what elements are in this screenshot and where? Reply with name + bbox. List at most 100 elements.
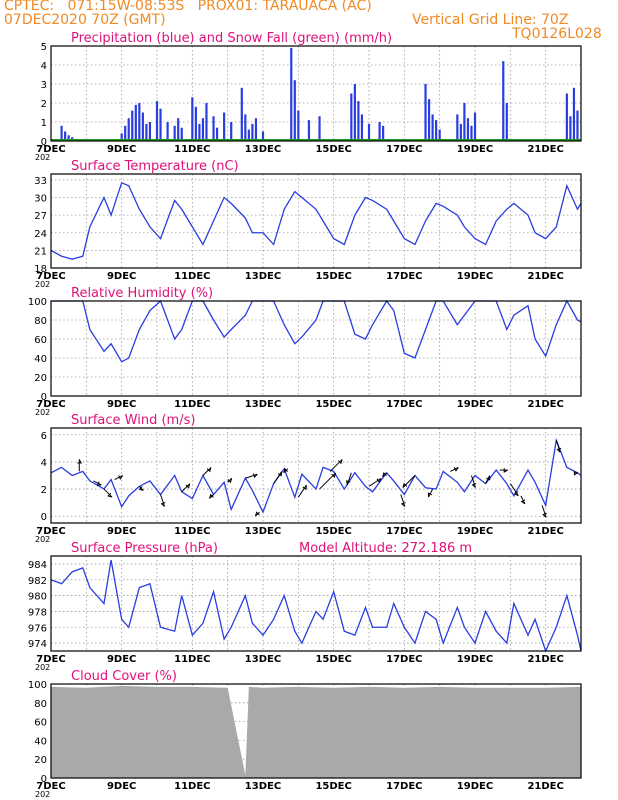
wind-xtick-label: 13DEC — [245, 526, 281, 537]
wind-arrow — [346, 472, 352, 485]
precip-bar — [382, 125, 385, 141]
cloud-ytick-label: 100 — [28, 680, 47, 691]
pressure-xtick-label: 21DEC — [527, 654, 563, 665]
wind-arrow-head — [107, 492, 113, 498]
precip-bar — [307, 120, 311, 141]
wind-arrow-head — [331, 472, 337, 478]
temperature-xtick-label: 17DEC — [386, 271, 422, 282]
wind-arrow-head — [400, 502, 406, 507]
wind-arrow-head — [486, 475, 491, 481]
precip-bar — [435, 120, 438, 141]
wind-arrow — [114, 475, 123, 481]
precip-bar — [198, 123, 201, 141]
pressure-xtick-label: 17DEC — [386, 654, 422, 665]
wind-arrow-head — [118, 475, 124, 480]
precip-bar — [138, 103, 141, 141]
temperature-year-label: 202 — [35, 280, 50, 289]
pressure-xtick-label: 7DEC — [36, 654, 65, 665]
cloud-xtick-label: 9DEC — [107, 781, 136, 792]
wind-arrow-head — [302, 485, 307, 491]
wind-arrow — [181, 483, 191, 493]
wind-ytick-label: 2 — [41, 485, 47, 496]
wind-arrow — [428, 488, 434, 498]
cloud-xtick-label: 19DEC — [457, 781, 493, 792]
wind-arrow-head — [185, 483, 191, 489]
wind-arrow — [297, 484, 307, 498]
header-line1: CPTEC: 071:15W-08:53S PROX01: TARAUACA (… — [4, 0, 372, 14]
pressure-subtitle: Model Altitude: 272.186 m — [299, 541, 472, 556]
wind-arrow — [93, 480, 102, 486]
pressure-ytick-label: 974 — [28, 639, 47, 650]
precip-bar — [378, 122, 381, 141]
humidity-xtick-label: 7DEC — [36, 399, 65, 410]
precip-bar — [244, 114, 247, 141]
pressure-xtick-label: 15DEC — [315, 654, 351, 665]
precip-bar — [350, 93, 353, 141]
wind-arrow — [273, 471, 283, 484]
precip-bar — [456, 114, 459, 141]
wind-arrow — [470, 475, 476, 488]
precip-bar — [463, 103, 466, 141]
header-line2-left: 07DEC2020 70Z (GMT) — [4, 12, 166, 28]
wind-arrow-head — [252, 473, 258, 479]
precip-ytick-label: 3 — [41, 80, 47, 91]
precip-bar — [431, 114, 434, 141]
precip-ytick-label: 4 — [41, 61, 47, 72]
precip-bar — [177, 118, 180, 141]
precip-xtick-label: 19DEC — [457, 144, 493, 155]
precip-bar — [427, 99, 431, 141]
precip-xtick-label: 9DEC — [107, 144, 136, 155]
wind-arrow-head — [160, 502, 166, 507]
precip-ytick-label: 1 — [41, 118, 47, 129]
cloud-xtick-label: 15DEC — [315, 781, 351, 792]
precip-xtick-label: 15DEC — [315, 144, 351, 155]
wind-arrow-head — [556, 447, 562, 453]
precip-bar — [159, 108, 162, 141]
humidity-xtick-label: 21DEC — [527, 399, 563, 410]
precip-xtick-label: 11DEC — [174, 144, 210, 155]
wind-ytick-label: 4 — [41, 458, 47, 469]
precip-bar — [357, 101, 360, 141]
precip-bar — [223, 112, 226, 141]
precip-year-label: 202 — [35, 153, 50, 162]
precip-bar — [251, 123, 254, 141]
cloud-cover-area — [51, 685, 581, 778]
temperature-ytick-label: 21 — [34, 246, 47, 257]
humidity-ytick-label: 20 — [34, 373, 47, 384]
temperature-ytick-label: 30 — [34, 194, 47, 205]
precip-bar — [134, 104, 137, 141]
temperature-xtick-label: 21DEC — [527, 271, 563, 282]
wind-arrow — [520, 495, 526, 505]
precip-bar — [470, 125, 473, 141]
cloud-year-label: 202 — [35, 790, 50, 799]
temperature-xtick-label: 7DEC — [36, 271, 65, 282]
precip-bar — [254, 118, 258, 141]
wind-arrow-head — [402, 482, 408, 488]
precip-bar — [297, 110, 300, 141]
humidity-ytick-label: 40 — [34, 354, 47, 365]
wind-year-label: 202 — [35, 535, 50, 544]
precip-bar — [565, 93, 568, 141]
wind-ytick-label: 6 — [41, 431, 47, 442]
temperature-ytick-label: 24 — [34, 229, 47, 240]
humidity-panel: 0 20 40 60 80 100 7DEC 9DEC 11DEC 13DEC 15DEC 17DEC… — [28, 286, 582, 417]
humidity-xtick-label: 13DEC — [245, 399, 281, 410]
wind-xtick-label: 11DEC — [174, 526, 210, 537]
wind-arrow-head — [503, 468, 508, 473]
precip-bar — [148, 122, 152, 141]
precip-bar — [293, 80, 296, 141]
wind-arrow-head — [471, 483, 477, 488]
precip-bar — [166, 122, 169, 141]
pressure-ytick-label: 978 — [28, 607, 47, 618]
wind-arrow — [450, 466, 459, 472]
precip-bar — [67, 135, 70, 141]
precip-bar — [353, 84, 356, 141]
wind-arrow-head — [382, 471, 387, 477]
temperature-xtick-label: 15DEC — [315, 271, 351, 282]
wind-arrow — [368, 477, 382, 487]
cloud-ytick-label: 20 — [34, 755, 47, 766]
precip-xtick-label: 21DEC — [527, 144, 563, 155]
wind-arrow — [509, 483, 519, 496]
wind-arrow — [541, 505, 547, 518]
